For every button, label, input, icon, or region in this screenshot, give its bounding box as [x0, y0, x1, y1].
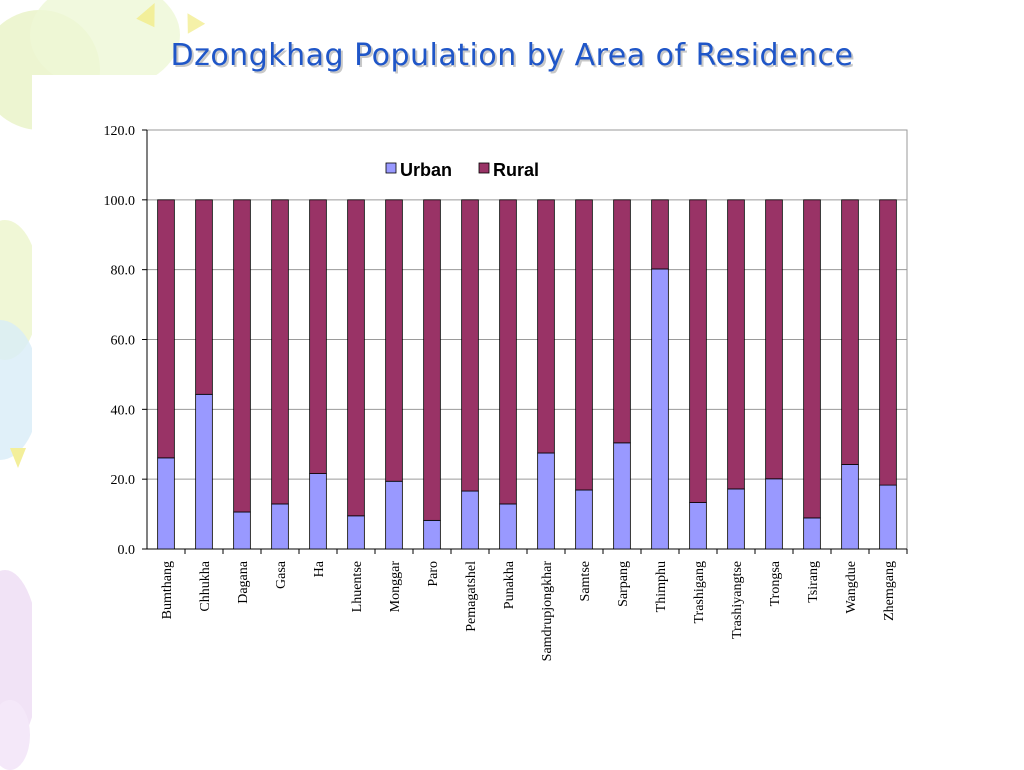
decorative-star-icon	[10, 448, 26, 468]
bar-urban-thimphu	[651, 268, 669, 550]
bar-urban-gasa	[271, 503, 289, 550]
bar-rural-trashigang	[689, 199, 707, 503]
bar-rural-gasa	[271, 199, 289, 505]
bar-urban-punakha	[499, 503, 517, 550]
y-tick-label: 20.0	[111, 473, 136, 488]
bar-rural-pemagatshel	[461, 199, 479, 492]
x-category-label: Thimphu	[654, 561, 669, 612]
bar-urban-zhemgang	[879, 484, 897, 550]
y-tick-label: 60.0	[111, 334, 136, 349]
x-category-label: Samdrupjongkhar	[540, 561, 555, 662]
bar-urban-sarpang	[613, 442, 631, 550]
bar-urban-samtse	[575, 489, 593, 550]
bar-urban-ha	[309, 473, 327, 550]
bar-urban-tsirang	[803, 517, 821, 550]
legend-label-urban: Urban	[400, 160, 452, 180]
y-tick-label: 100.0	[104, 194, 136, 209]
y-tick-label: 0.0	[118, 543, 136, 558]
bar-rural-trongsa	[765, 199, 783, 480]
bar-rural-lhuentse	[347, 199, 365, 517]
bar-urban-chhukha	[195, 393, 213, 550]
bar-rural-trashiyangtse	[727, 199, 745, 490]
bar-rural-chhukha	[195, 199, 213, 395]
x-category-label: Dagana	[236, 560, 251, 604]
bar-urban-pemagatshel	[461, 490, 479, 550]
x-category-label: Sarpang	[616, 561, 631, 607]
x-category-label: Wangdue	[844, 561, 859, 614]
bar-rural-sarpang	[613, 199, 631, 444]
x-category-label: Pemagatshel	[464, 561, 479, 632]
legend-label-rural: Rural	[493, 160, 539, 180]
bar-urban-trashigang	[689, 502, 707, 550]
bar-urban-lhuentse	[347, 515, 365, 550]
x-category-label: Ha	[312, 560, 327, 577]
y-tick-label: 120.0	[104, 124, 136, 139]
x-category-label: Trashiyangtse	[730, 561, 745, 639]
bar-rural-samtse	[575, 199, 593, 491]
x-category-label: Zhemgang	[882, 561, 897, 621]
bar-rural-tsirang	[803, 199, 821, 519]
y-tick-label: 40.0	[111, 403, 136, 418]
bar-rural-thimphu	[651, 199, 669, 270]
bar-urban-dagana	[233, 511, 251, 550]
bar-urban-trongsa	[765, 478, 783, 550]
bar-rural-paro	[423, 199, 441, 521]
legend-swatch-rural	[478, 162, 490, 174]
x-category-label: Punakha	[502, 560, 517, 609]
x-category-label: Monggar	[388, 561, 403, 613]
bar-urban-bumthang	[157, 457, 175, 550]
x-category-label: Chhukha	[198, 560, 213, 611]
bar-rural-ha	[309, 199, 327, 474]
bar-rural-dagana	[233, 199, 251, 513]
bar-rural-wangdue	[841, 199, 859, 465]
x-category-label: Samtse	[578, 561, 593, 601]
x-category-label: Lhuentse	[350, 561, 365, 612]
x-category-label: Gasa	[274, 560, 289, 589]
bar-rural-samdrupjongkhar	[537, 199, 555, 454]
bar-urban-paro	[423, 519, 441, 550]
x-category-label: Bumthang	[160, 561, 175, 619]
bar-rural-monggar	[385, 199, 403, 482]
bar-rural-punakha	[499, 199, 517, 505]
x-category-label: Trongsa	[768, 560, 783, 606]
bar-urban-monggar	[385, 480, 403, 550]
legend-swatch-urban	[385, 162, 397, 174]
bar-urban-trashiyangtse	[727, 488, 745, 550]
bar-rural-bumthang	[157, 199, 175, 459]
bar-urban-wangdue	[841, 464, 859, 550]
bar-urban-samdrupjongkhar	[537, 452, 555, 550]
y-tick-label: 80.0	[111, 264, 136, 279]
x-category-label: Tsirang	[806, 561, 821, 603]
x-category-label: Paro	[426, 561, 441, 587]
bar-rural-zhemgang	[879, 199, 897, 486]
x-category-label: Trashigang	[692, 561, 707, 624]
slide-title: Dzongkhag Population by Area of Residenc…	[170, 38, 854, 73]
